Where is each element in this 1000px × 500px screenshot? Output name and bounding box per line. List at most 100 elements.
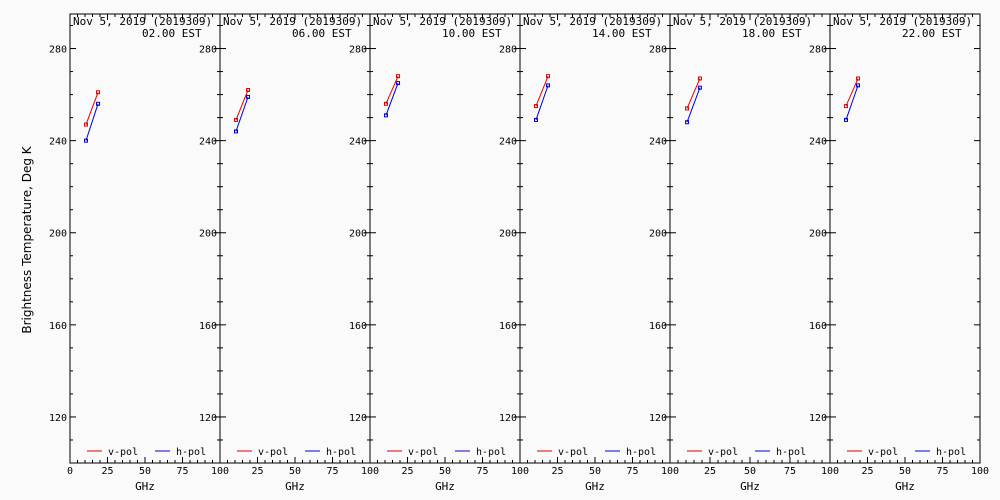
panel-frame (219, 13, 371, 464)
x-tick-label: 25 (861, 466, 873, 477)
data-point-h-pol (533, 117, 538, 122)
x-tick-label: 75 (176, 466, 188, 477)
panel-3: Nov 5, 2019 (2019309)10.00 EST1201602002… (349, 13, 529, 493)
x-tick-label: 25 (251, 466, 263, 477)
y-tick-label: 280 (199, 45, 217, 56)
x-tick-label: 75 (936, 466, 948, 477)
data-point-h-pol (685, 120, 690, 125)
y-tick-label: 200 (349, 229, 367, 240)
x-tick-label: 75 (626, 466, 638, 477)
x-tick-label: 0 (67, 466, 73, 477)
legend-label-h-pol: h-pol (776, 447, 806, 458)
panel-title-time: 18.00 EST (742, 27, 802, 40)
x-tick-label: 50 (139, 466, 151, 477)
x-axis-label: GHz (895, 480, 915, 493)
data-point-h-pol (246, 94, 251, 99)
y-tick-label: 160 (499, 321, 517, 332)
y-tick-label: 200 (499, 229, 517, 240)
x-axis-label: GHz (135, 480, 155, 493)
x-tick-label: 75 (476, 466, 488, 477)
legend-label-v-pol: v-pol (258, 447, 288, 458)
y-tick-label: 120 (349, 413, 367, 424)
y-tick-label: 280 (499, 45, 517, 56)
panel-title-time: 02.00 EST (142, 27, 202, 40)
panel-frame (669, 13, 831, 464)
series-line-v-pol (385, 75, 399, 105)
x-tick-label: 50 (289, 466, 301, 477)
data-point-v-pol (233, 117, 238, 122)
series-line-v-pol (85, 92, 99, 125)
data-point-h-pol (383, 113, 388, 118)
series-line-h-pol (845, 85, 859, 121)
y-tick-label: 280 (809, 45, 827, 56)
y-tick-label: 120 (49, 413, 67, 424)
x-tick-label: 100 (971, 466, 989, 477)
data-point-v-pol (396, 74, 401, 79)
panel-title-date: Nov 5, 2019 (2019309) (673, 15, 812, 28)
data-point-v-pol (533, 104, 538, 109)
series-line-h-pol (235, 96, 249, 132)
y-axis-label: Brightness Temperature, Deg K (20, 145, 34, 333)
data-point-h-pol (697, 85, 702, 90)
y-tick-label: 120 (649, 413, 667, 424)
panel-title-time: 10.00 EST (442, 27, 502, 40)
series-line-v-pol (535, 75, 549, 107)
x-tick-label: 75 (784, 466, 796, 477)
data-point-h-pol (233, 129, 238, 134)
data-point-h-pol (843, 117, 848, 122)
x-tick-label: 25 (704, 466, 716, 477)
series-line-v-pol (235, 89, 249, 121)
data-point-v-pol (246, 87, 251, 92)
x-tick-label: 100 (821, 466, 839, 477)
y-tick-label: 240 (49, 137, 67, 148)
data-point-v-pol (546, 74, 551, 79)
x-axis-label: GHz (285, 480, 305, 493)
panel-frame (69, 13, 221, 464)
series-line-v-pol (845, 78, 859, 107)
x-tick-label: 50 (899, 466, 911, 477)
panels-group: Nov 5, 2019 (2019309) 02.00 EST 120 160 200 2… (49, 13, 989, 493)
series-line-h-pol (535, 85, 549, 121)
x-tick-label: 100 (361, 466, 379, 477)
x-tick-label: 75 (326, 466, 338, 477)
x-axis-label: GHz (435, 480, 455, 493)
data-point-h-pol (546, 83, 551, 88)
x-tick-label: 25 (551, 466, 563, 477)
panel-title-time: 06.00 EST (292, 27, 352, 40)
x-tick-label: 25 (401, 466, 413, 477)
y-tick-label: 280 (49, 45, 67, 56)
y-tick-label: 200 (49, 229, 67, 240)
panel-title-time: 22.00 EST (902, 27, 962, 40)
y-tick-label: 160 (649, 321, 667, 332)
legend-label-h-pol: h-pol (476, 447, 506, 458)
y-tick-label: 240 (809, 137, 827, 148)
data-point-h-pol (856, 83, 861, 88)
y-tick-label: 120 (499, 413, 517, 424)
legend-label-h-pol: h-pol (936, 447, 966, 458)
y-tick-label: 160 (809, 321, 827, 332)
legend-label-v-pol: v-pol (558, 447, 588, 458)
data-point-h-pol (396, 81, 401, 86)
y-tick-label: 160 (49, 321, 67, 332)
y-tick-label: 200 (809, 229, 827, 240)
panel-frame (369, 13, 521, 464)
x-axis-label: GHz (740, 480, 760, 493)
y-tick-label: 280 (349, 45, 367, 56)
legend-label-v-pol: v-pol (708, 447, 738, 458)
legend-label-v-pol: v-pol (408, 447, 438, 458)
data-point-v-pol (685, 106, 690, 111)
panel-frame (829, 13, 981, 464)
panel-1: Nov 5, 2019 (2019309)02.00 EST1201602002… (49, 13, 229, 493)
data-point-v-pol (697, 76, 702, 81)
x-tick-label: 50 (439, 466, 451, 477)
x-axis-label: GHz (585, 480, 605, 493)
data-point-h-pol (83, 138, 88, 143)
x-tick-label: 100 (661, 466, 679, 477)
panel-frame (519, 13, 671, 464)
legend-label-h-pol: h-pol (326, 447, 356, 458)
data-point-h-pol (96, 101, 101, 106)
data-point-v-pol (96, 90, 101, 95)
x-tick-label: 25 (101, 466, 113, 477)
y-tick-label: 120 (809, 413, 827, 424)
y-tick-label: 200 (199, 229, 217, 240)
